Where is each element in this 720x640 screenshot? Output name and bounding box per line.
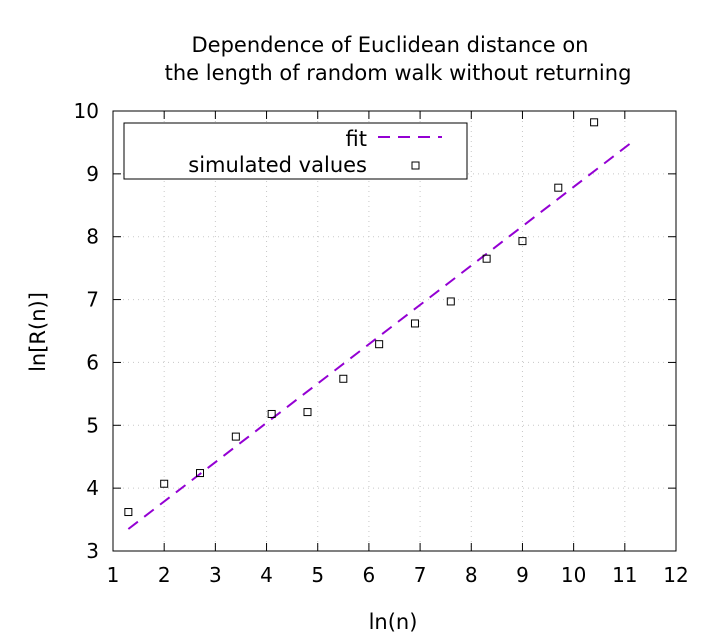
data-point [196, 469, 205, 478]
data-point [160, 479, 169, 488]
legend-box [123, 122, 468, 180]
legend-simulated-swatch [411, 161, 420, 170]
plot-frame [112, 110, 677, 552]
legend-fit-label: fit [346, 127, 367, 151]
data-point [267, 409, 276, 418]
x-tick-label: 4 [260, 563, 273, 587]
x-tick-label: 12 [663, 563, 688, 587]
y-axis-label: ln[R(n)] [26, 292, 50, 372]
data-point [554, 183, 563, 192]
x-tick-label: 1 [107, 563, 120, 587]
y-tick-label: 3 [86, 539, 99, 563]
chart-title-line-2: the length of random walk without return… [165, 61, 632, 85]
x-axis-label: ln(n) [369, 610, 418, 634]
x-tick-label: 10 [561, 563, 586, 587]
x-tick-label: 6 [363, 563, 376, 587]
y-tick-label: 6 [86, 350, 99, 374]
x-tick-label: 2 [158, 563, 171, 587]
data-point [482, 254, 491, 263]
data-point [446, 297, 455, 306]
legend: fit simulated values [123, 122, 468, 180]
y-tick-label: 4 [86, 476, 99, 500]
chart-title-line-1: Dependence of Euclidean distance on [192, 33, 589, 57]
data-point [375, 340, 384, 349]
data-point [303, 408, 312, 417]
fit-line [127, 142, 631, 530]
legend-simulated-label: simulated values [188, 153, 367, 177]
x-tick-label: 5 [311, 563, 324, 587]
data-point [231, 432, 240, 441]
x-tick-label: 11 [612, 563, 637, 587]
y-tick-label: 5 [86, 413, 99, 437]
data-point [590, 118, 599, 127]
grid-lines [113, 111, 676, 551]
x-tick-label: 9 [516, 563, 529, 587]
y-tick-label: 10 [74, 99, 99, 123]
x-tick-label: 7 [414, 563, 427, 587]
x-tick-label: 8 [465, 563, 478, 587]
data-point [410, 319, 419, 328]
x-tick-label: 3 [209, 563, 222, 587]
y-tick-label: 9 [86, 162, 99, 186]
plot-series [124, 118, 631, 530]
y-tick-label: 7 [86, 288, 99, 312]
data-point [518, 237, 527, 246]
data-point [124, 508, 133, 517]
data-point [339, 374, 348, 383]
y-tick-label: 8 [86, 225, 99, 249]
